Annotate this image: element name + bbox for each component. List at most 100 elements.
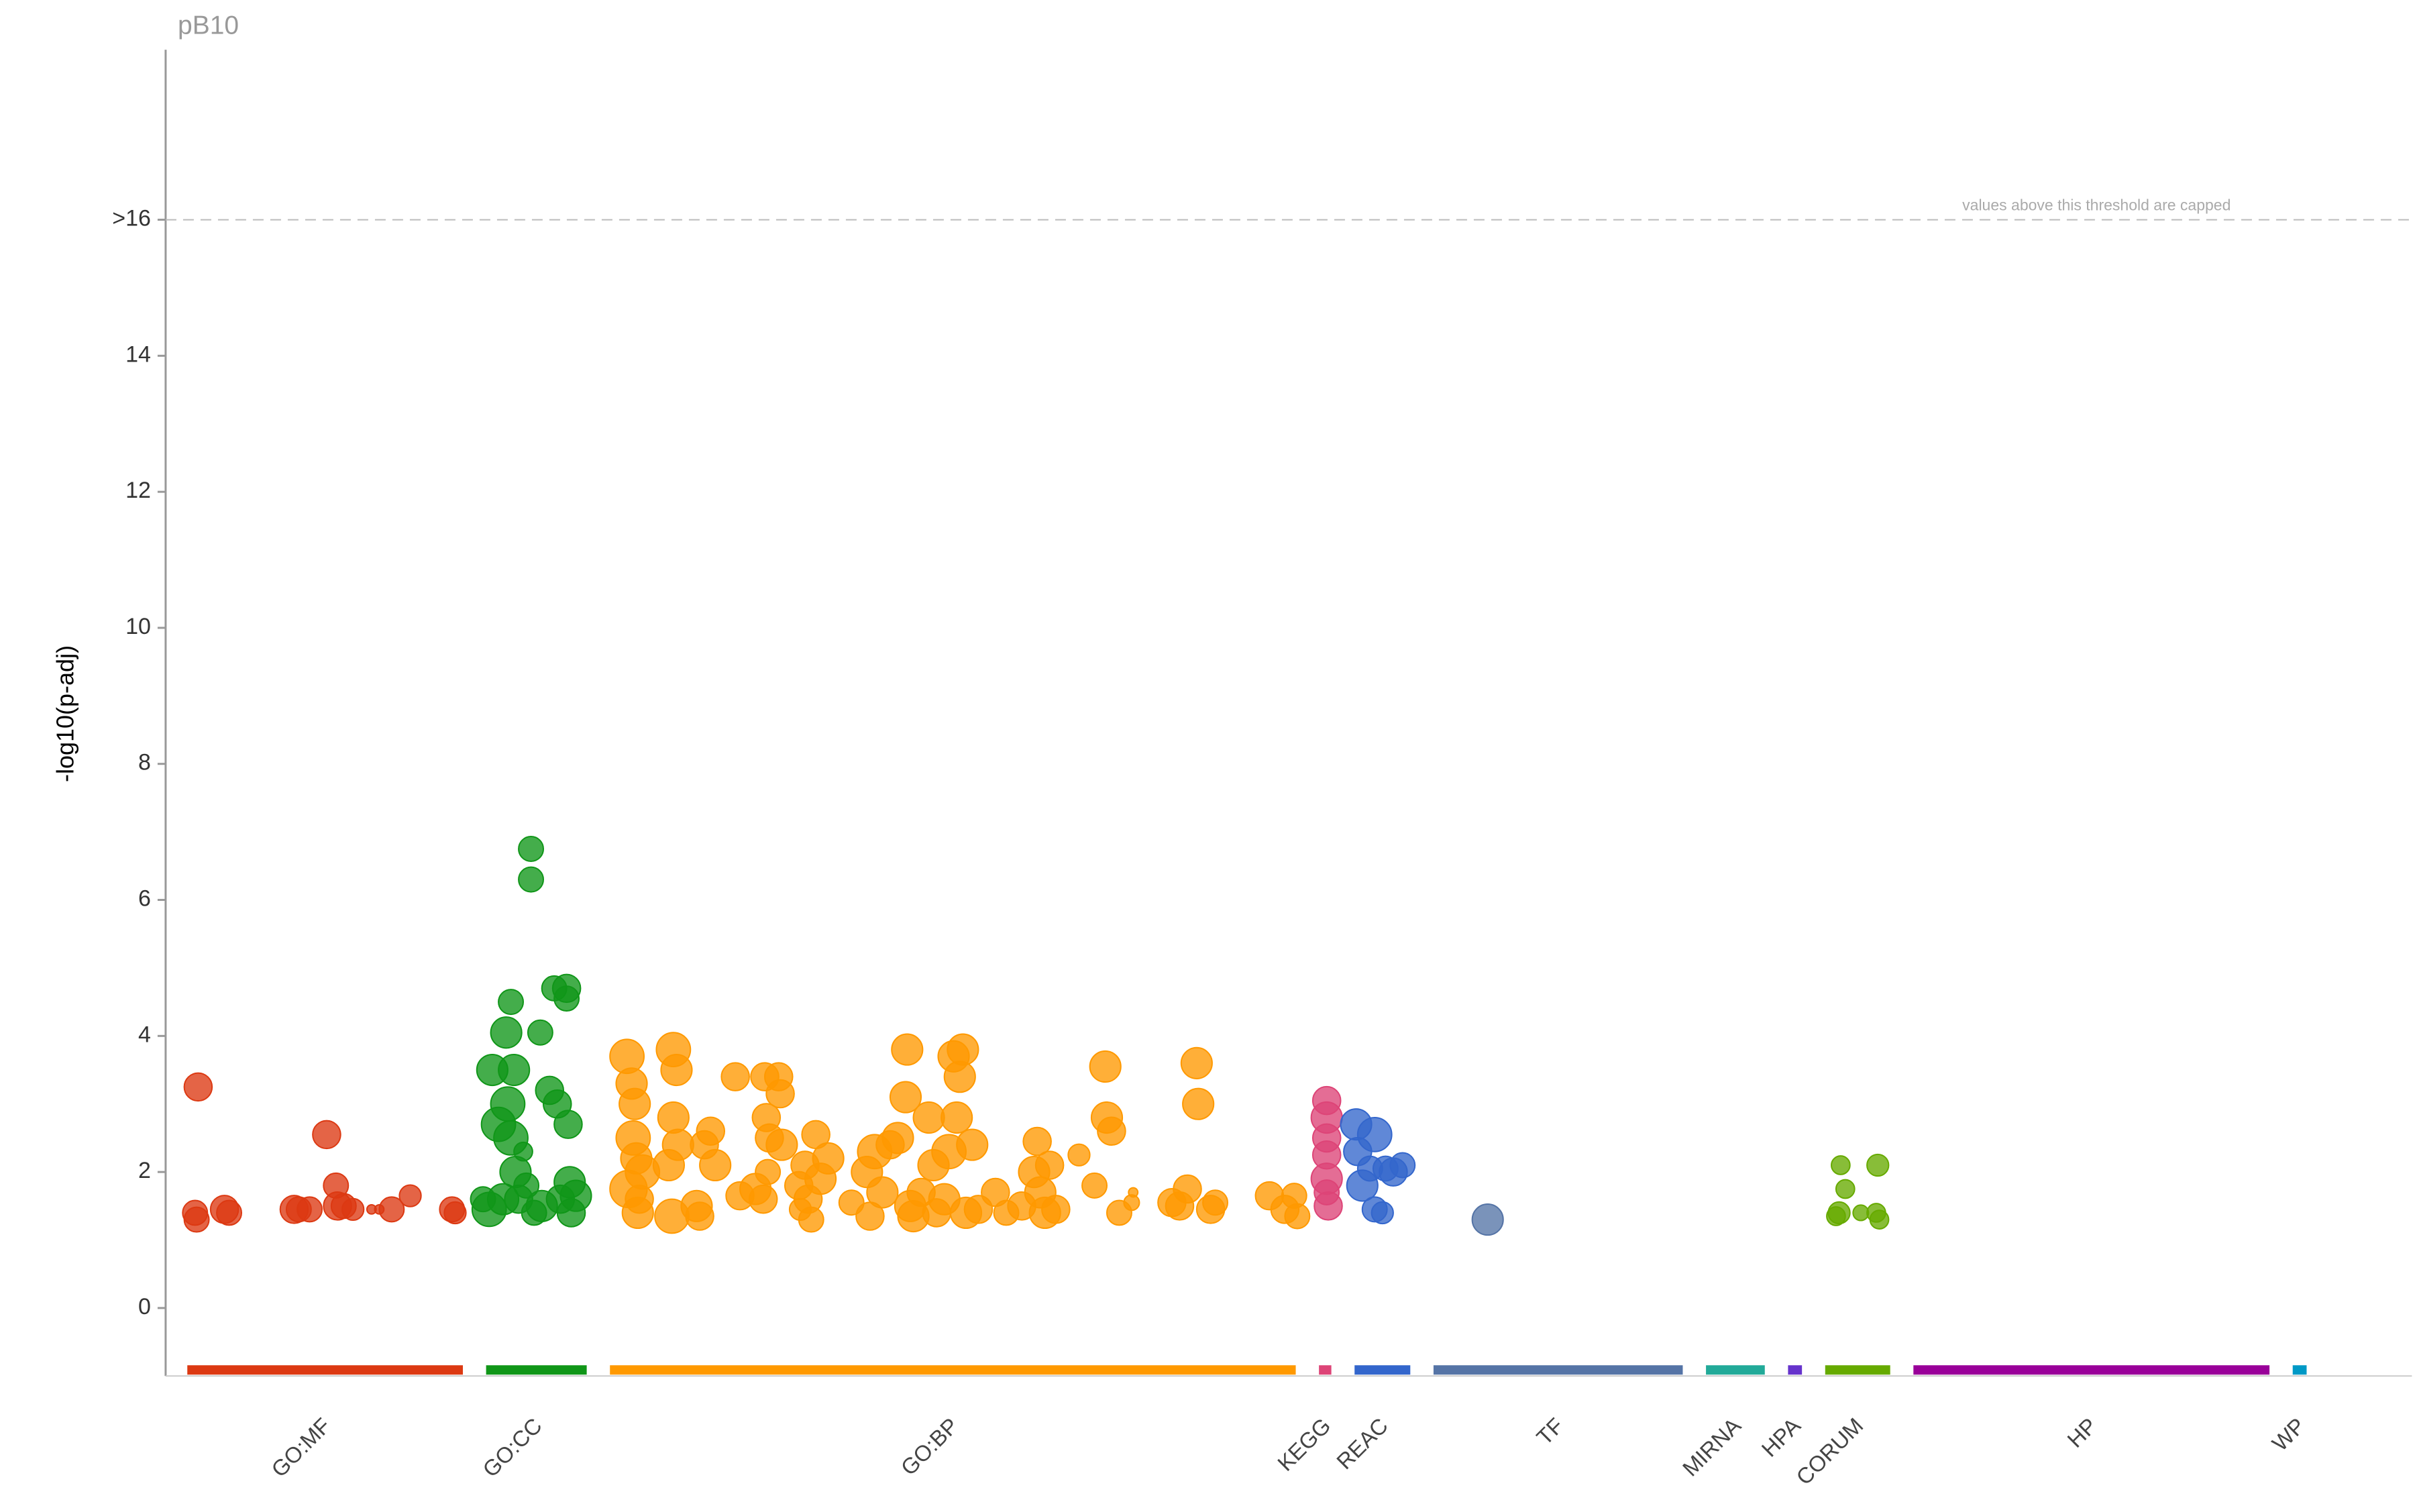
y-tick-label: 10 bbox=[125, 614, 151, 639]
term-point bbox=[947, 1033, 979, 1066]
term-point bbox=[625, 1184, 654, 1214]
term-point bbox=[498, 1053, 531, 1087]
term-point bbox=[553, 985, 580, 1012]
term-point bbox=[553, 1110, 583, 1139]
term-point bbox=[1173, 1174, 1202, 1204]
source-label: HPA bbox=[1757, 1413, 1805, 1461]
term-point bbox=[1852, 1204, 1870, 1222]
term-point bbox=[1041, 1195, 1071, 1224]
term-point bbox=[1097, 1116, 1126, 1146]
term-point bbox=[765, 1079, 795, 1109]
term-point bbox=[889, 1081, 922, 1114]
series-points bbox=[609, 1032, 1311, 1234]
term-point bbox=[378, 1196, 405, 1223]
source-label: REAC bbox=[1332, 1413, 1393, 1474]
term-point bbox=[685, 1201, 714, 1231]
source-label: GO:MF bbox=[266, 1413, 335, 1482]
term-point bbox=[891, 1033, 924, 1066]
term-point bbox=[881, 1122, 914, 1154]
source-label: MIRNA bbox=[1678, 1413, 1746, 1480]
term-point bbox=[470, 1186, 496, 1213]
term-point bbox=[490, 1016, 523, 1049]
term-point bbox=[765, 1128, 798, 1161]
source-label: CORUM bbox=[1791, 1413, 1868, 1489]
source-label: GO:BP bbox=[896, 1413, 963, 1480]
series-points bbox=[1826, 1153, 1890, 1230]
y-axis-label: -log10(p-adj) bbox=[52, 645, 79, 782]
term-point bbox=[660, 1053, 693, 1087]
term-point bbox=[866, 1176, 899, 1209]
y-tick-label: 0 bbox=[138, 1294, 151, 1319]
term-point bbox=[941, 1101, 973, 1134]
term-point bbox=[1471, 1203, 1504, 1236]
y-tick-label: 4 bbox=[138, 1022, 151, 1047]
series-points bbox=[1310, 1085, 1343, 1221]
y-tick-label: 8 bbox=[138, 750, 151, 775]
term-point bbox=[1202, 1189, 1228, 1216]
term-point bbox=[1835, 1179, 1856, 1199]
term-point bbox=[1081, 1172, 1108, 1199]
term-point bbox=[1089, 1050, 1122, 1083]
term-point bbox=[1022, 1126, 1052, 1156]
term-point bbox=[527, 1019, 553, 1046]
term-point bbox=[1371, 1201, 1394, 1225]
term-point bbox=[1389, 1152, 1416, 1179]
term-point bbox=[518, 866, 544, 893]
term-point bbox=[812, 1142, 845, 1175]
term-point bbox=[661, 1128, 694, 1161]
term-point bbox=[183, 1072, 213, 1102]
term-point bbox=[956, 1128, 989, 1161]
term-point bbox=[619, 1087, 651, 1120]
term-point bbox=[518, 836, 544, 862]
term-point bbox=[1826, 1206, 1846, 1226]
term-point bbox=[1182, 1087, 1215, 1120]
term-point bbox=[183, 1206, 210, 1233]
term-point bbox=[341, 1197, 365, 1222]
source-label: KEGG bbox=[1273, 1413, 1336, 1476]
series-points bbox=[182, 1072, 467, 1233]
source-label: HP bbox=[2062, 1413, 2102, 1452]
series-points bbox=[1471, 1203, 1504, 1236]
source-label: TF bbox=[1532, 1413, 1568, 1450]
term-point bbox=[1034, 1150, 1065, 1180]
y-tick-label: 2 bbox=[138, 1158, 151, 1183]
term-point bbox=[720, 1062, 750, 1091]
term-point bbox=[1284, 1203, 1311, 1230]
term-point bbox=[513, 1172, 540, 1199]
source-label: GO:CC bbox=[478, 1413, 547, 1482]
y-tick-label: >16 bbox=[112, 206, 151, 231]
term-point bbox=[1067, 1143, 1091, 1167]
term-point bbox=[1866, 1153, 1890, 1177]
term-point bbox=[1356, 1155, 1383, 1182]
term-point bbox=[696, 1116, 725, 1146]
chart-title: pB10 bbox=[178, 11, 239, 40]
series-points bbox=[470, 836, 592, 1228]
term-point bbox=[1313, 1179, 1340, 1205]
term-point bbox=[798, 1206, 824, 1233]
term-point bbox=[1356, 1116, 1393, 1152]
term-point bbox=[1831, 1155, 1851, 1175]
y-tick-label: 14 bbox=[125, 341, 151, 367]
term-point bbox=[312, 1120, 341, 1150]
term-point bbox=[755, 1158, 782, 1185]
term-point bbox=[490, 1086, 526, 1122]
term-point bbox=[297, 1196, 323, 1223]
term-point bbox=[657, 1101, 690, 1134]
term-point bbox=[398, 1184, 422, 1207]
term-point bbox=[912, 1101, 945, 1134]
term-point bbox=[943, 1061, 976, 1093]
term-point bbox=[1180, 1046, 1213, 1079]
source-label: WP bbox=[2267, 1413, 2310, 1456]
term-point bbox=[498, 989, 524, 1016]
threshold-note: values above this threshold are capped bbox=[1962, 197, 2231, 214]
term-point bbox=[559, 1179, 592, 1212]
term-point bbox=[513, 1141, 533, 1162]
term-point bbox=[216, 1199, 242, 1226]
term-point bbox=[1128, 1187, 1139, 1198]
y-tick-label: 6 bbox=[138, 886, 151, 912]
term-point bbox=[443, 1201, 467, 1225]
y-tick-label: 12 bbox=[125, 478, 151, 503]
series-points bbox=[1340, 1108, 1416, 1225]
